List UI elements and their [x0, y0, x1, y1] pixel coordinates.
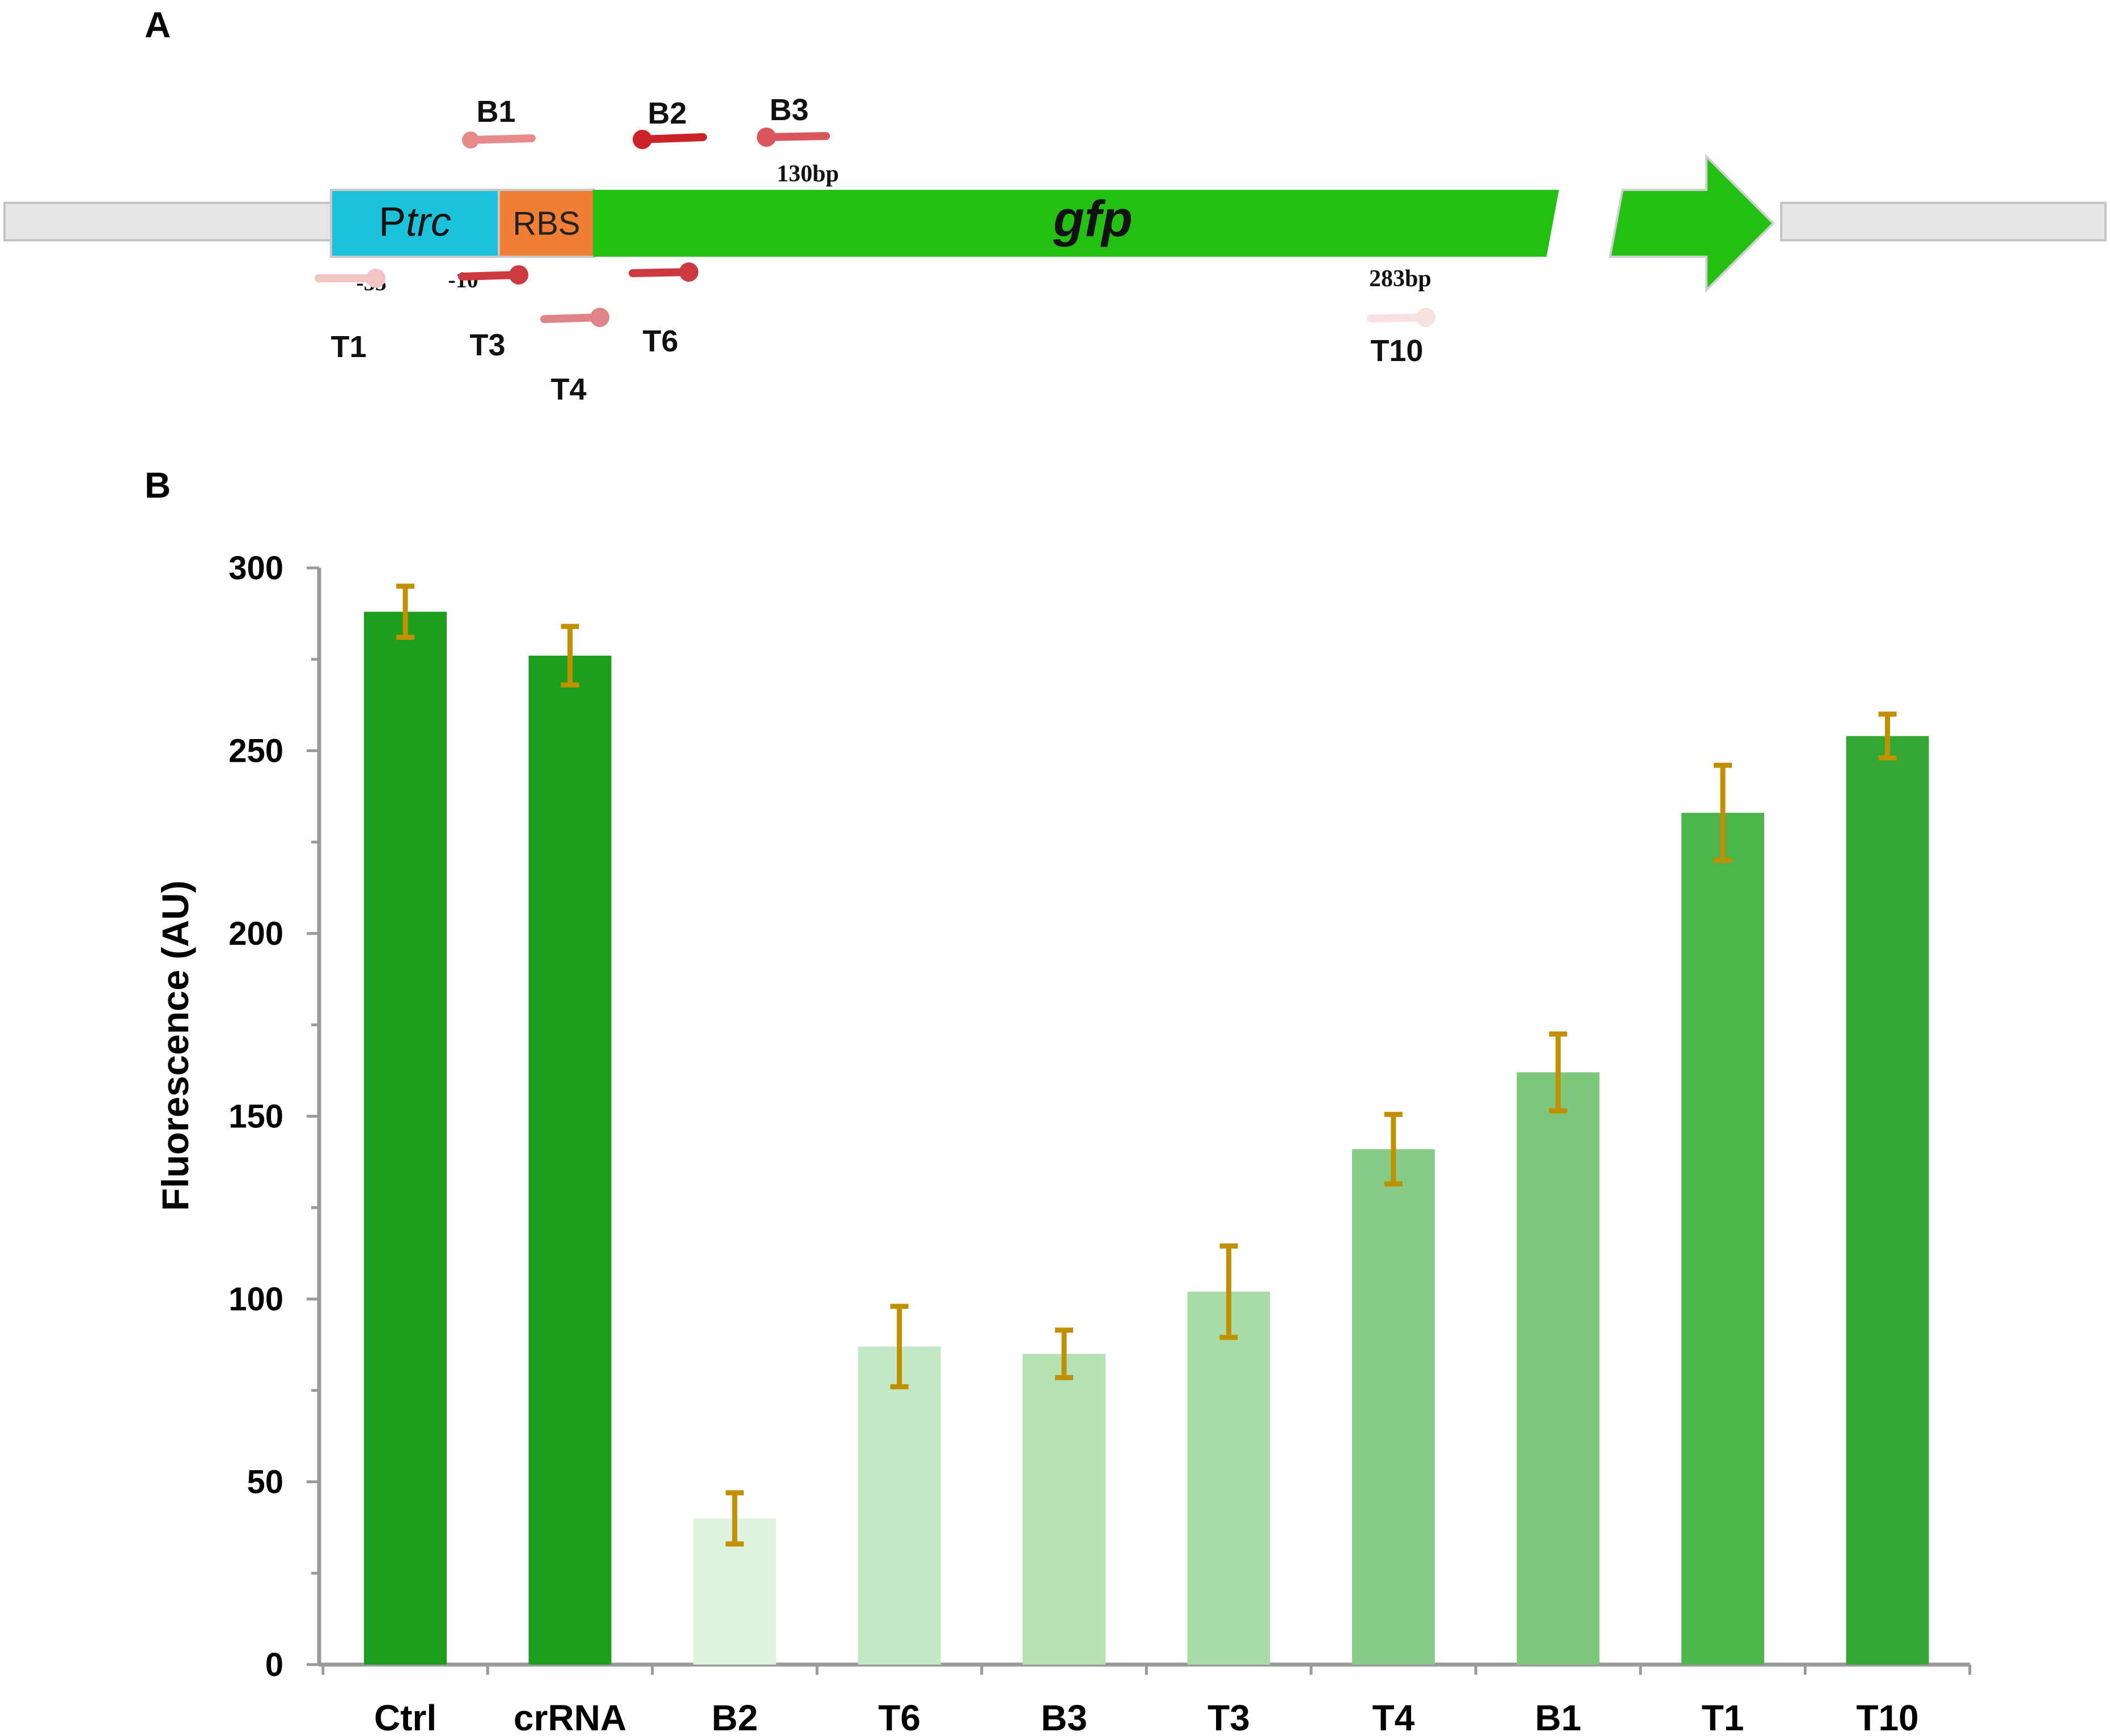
guide-t4-line	[540, 313, 602, 323]
bar-t4	[1352, 1149, 1435, 1665]
bar-crrna	[528, 655, 612, 1665]
x-label-b3: B3	[1041, 1697, 1087, 1736]
y-tick-label: 100	[228, 1281, 283, 1318]
guide-t10: T10	[1367, 308, 1435, 368]
panel-b-label: B	[145, 465, 171, 506]
backbone-right	[1780, 202, 2107, 241]
backbone-left	[3, 202, 333, 241]
guide-b2: B2	[633, 96, 707, 149]
mark-283bp: 283bp	[1369, 266, 1431, 292]
guide-t1: T1	[315, 269, 385, 364]
promoter-label: Ptrc	[379, 200, 451, 245]
guide-t10-head	[1416, 308, 1435, 327]
gene-label: gfp	[1053, 191, 1133, 248]
gfp-gene-body	[593, 190, 1559, 257]
bar-t3	[1187, 1292, 1270, 1665]
x-label-b2: B2	[711, 1697, 758, 1736]
y-axis-title: Fluorescence (AU)	[154, 880, 196, 1211]
guide-t10-label: T10	[1370, 334, 1423, 368]
guide-t4-label: T4	[550, 372, 586, 406]
panel-a-label: A	[145, 5, 171, 45]
gfp-gene-arrow	[1608, 154, 1775, 293]
y-tick-label: 50	[247, 1464, 283, 1501]
guide-t1-head	[366, 269, 385, 288]
guide-b1: B1	[462, 95, 536, 148]
x-label-t10: T10	[1856, 1697, 1918, 1736]
guide-t3-head	[509, 265, 528, 285]
rbs-box	[498, 189, 595, 258]
guide-b3-label: B3	[769, 93, 808, 127]
guide-t6-head	[679, 262, 698, 282]
bar-t10	[1846, 736, 1929, 1665]
guide-t4-head	[590, 308, 609, 327]
guide-t4: T4	[540, 308, 609, 406]
guide-b3-head	[757, 128, 776, 147]
y-tick-label: 0	[265, 1646, 283, 1683]
y-tick-label: 250	[228, 733, 283, 770]
guide-t1-label: T1	[331, 330, 366, 364]
panel-a: A Ptrc RBS gfp -35 -10 130bp 283bp B1 B2	[3, 5, 2107, 406]
x-label-ctrl: Ctrl	[374, 1697, 437, 1736]
x-label-t3: T3	[1207, 1697, 1250, 1736]
guide-b1-line	[467, 134, 536, 144]
y-tick-label: 150	[228, 1098, 283, 1135]
bar-chart: 0 50 100 150 200 250 300 Ctrl crRNA B2 T6 B3 T3 T4 B1 T…	[228, 550, 1972, 1736]
guide-t6-label: T6	[642, 324, 678, 358]
guide-b2-line	[638, 133, 707, 143]
x-label-crrna: crRNA	[514, 1697, 626, 1736]
guide-b1-label: B1	[476, 95, 515, 129]
bar-b3	[1023, 1353, 1105, 1665]
mark-130bp: 130bp	[777, 161, 839, 187]
guide-t3-label: T3	[469, 328, 505, 362]
guide-t6: T6	[629, 262, 698, 358]
guide-b3: B3	[757, 93, 830, 147]
promoter-box	[330, 189, 500, 258]
guide-t6-line	[629, 268, 691, 277]
x-label-t1: T1	[1702, 1697, 1744, 1736]
x-label-t6: T6	[878, 1697, 921, 1736]
guide-b2-head	[633, 130, 652, 149]
bar-ctrl	[364, 612, 447, 1665]
guide-b1-head	[462, 131, 479, 148]
x-label-b1: B1	[1535, 1697, 1582, 1736]
bar-t6	[858, 1346, 941, 1665]
guide-t3: T3	[458, 265, 528, 362]
bar-b1	[1516, 1072, 1600, 1665]
y-tick-label: 300	[228, 550, 283, 587]
guide-b2-label: B2	[647, 96, 687, 130]
guide-b3-line	[762, 132, 830, 141]
guide-t10-line	[1367, 313, 1428, 322]
y-tick-label: 200	[228, 915, 283, 952]
guide-t3-line	[458, 271, 521, 281]
bar-t1	[1681, 813, 1764, 1665]
rbs-label: RBS	[512, 205, 580, 242]
x-label-t4: T4	[1372, 1697, 1415, 1736]
panel-b: B Fluorescence (AU) 0 50 100 150 200 250 300 Ct…	[145, 465, 1972, 1736]
